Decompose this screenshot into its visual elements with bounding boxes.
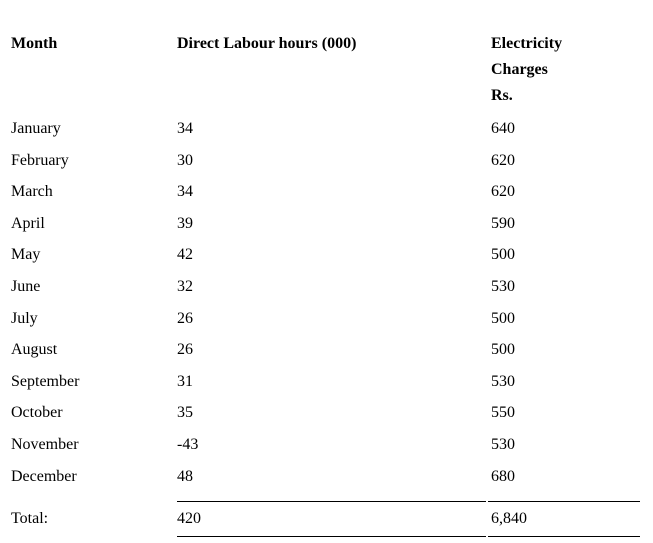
cell-electricity-charges: 680: [491, 467, 515, 485]
header-electricity-line2: Charges: [491, 61, 548, 78]
table-row: December 48 680: [11, 467, 640, 499]
cell-labour-hours: -43: [177, 435, 199, 453]
cell-electricity-charges: 620: [491, 183, 515, 201]
table-row: February 30 620: [11, 151, 640, 183]
table-body: January 34 640 February 30 620 March 34 …: [11, 119, 640, 498]
table-row: November -43 530: [11, 435, 640, 467]
table-row: April 39 590: [11, 214, 640, 246]
header-labour-hours: Direct Labour hours (000): [177, 35, 357, 52]
cell-electricity-charges: 590: [491, 214, 515, 232]
cell-electricity-charges: 530: [491, 435, 515, 453]
cell-labour-hours: 31: [177, 372, 193, 390]
table-row: August 26 500: [11, 340, 640, 372]
header-electricity-line3: Rs.: [491, 87, 513, 104]
table-row: May 42 500: [11, 245, 640, 277]
cell-month: June: [11, 277, 41, 295]
cell-electricity-charges: 530: [491, 372, 515, 390]
table-row: June 32 530: [11, 277, 640, 309]
cell-labour-hours: 32: [177, 277, 193, 295]
table-row: September 31 530: [11, 372, 640, 404]
cell-month: August: [11, 341, 58, 359]
cell-month: April: [11, 214, 45, 232]
cell-month: February: [11, 151, 69, 169]
header-electricity-charges: Electricity Charges Rs.: [491, 31, 640, 109]
header-electricity-line1: Electricity: [491, 35, 563, 52]
total-label: Total:: [11, 509, 49, 527]
cell-labour-hours: 34: [177, 183, 193, 201]
cell-labour-hours: 35: [177, 404, 193, 422]
table-row: March 34 620: [11, 182, 640, 214]
cell-labour-hours: 42: [177, 246, 193, 264]
cell-month: January: [11, 120, 61, 137]
table-header: Month Direct Labour hours (000) Electric…: [11, 31, 640, 109]
cell-labour-hours: 48: [177, 467, 193, 485]
total-labour-hours: 420: [177, 500, 486, 537]
cell-labour-hours: 26: [177, 341, 193, 359]
cell-labour-hours: 39: [177, 214, 193, 232]
cell-month: December: [11, 467, 77, 485]
cell-electricity-charges: 500: [491, 341, 515, 359]
cell-labour-hours: 26: [177, 309, 193, 327]
cell-month: May: [11, 246, 41, 264]
table-row: January 34 640: [11, 119, 640, 151]
cell-month: September: [11, 372, 80, 390]
cell-month: March: [11, 183, 53, 201]
cell-month: October: [11, 404, 63, 422]
cell-labour-hours: 30: [177, 151, 193, 169]
cell-electricity-charges: 550: [491, 404, 515, 422]
cell-electricity-charges: 500: [491, 309, 515, 327]
cell-electricity-charges: 640: [491, 120, 515, 137]
cell-month: November: [11, 435, 79, 453]
cell-month: July: [11, 309, 38, 327]
total-electricity-charges: 6,840: [488, 500, 640, 537]
cell-labour-hours: 34: [177, 120, 193, 137]
cell-electricity-charges: 500: [491, 246, 515, 264]
table-row: July 26 500: [11, 309, 640, 341]
cell-electricity-charges: 620: [491, 151, 515, 169]
cell-electricity-charges: 530: [491, 277, 515, 295]
table-row: October 35 550: [11, 403, 640, 435]
header-month: Month: [11, 35, 58, 52]
total-row: Total: 420 6,840: [11, 500, 640, 537]
